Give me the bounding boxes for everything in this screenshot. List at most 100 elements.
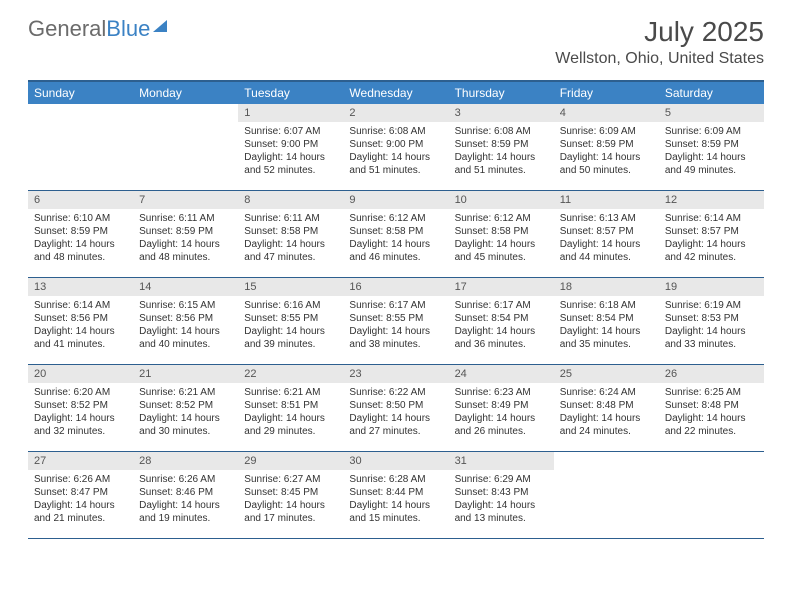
day-number: 31 bbox=[449, 452, 554, 470]
day-cell: 22Sunrise: 6:21 AMSunset: 8:51 PMDayligh… bbox=[238, 365, 343, 451]
day-number: 24 bbox=[449, 365, 554, 383]
day-info: Sunrise: 6:21 AMSunset: 8:51 PMDaylight:… bbox=[238, 383, 343, 444]
sunrise-text: Sunrise: 6:19 AM bbox=[665, 299, 758, 312]
day-info: Sunrise: 6:26 AMSunset: 8:46 PMDaylight:… bbox=[133, 470, 238, 531]
sunrise-text: Sunrise: 6:21 AM bbox=[139, 386, 232, 399]
daylight-text: Daylight: 14 hours and 38 minutes. bbox=[349, 325, 442, 351]
sunrise-text: Sunrise: 6:11 AM bbox=[139, 212, 232, 225]
sunset-text: Sunset: 8:59 PM bbox=[34, 225, 127, 238]
daylight-text: Daylight: 14 hours and 35 minutes. bbox=[560, 325, 653, 351]
day-info: Sunrise: 6:21 AMSunset: 8:52 PMDaylight:… bbox=[133, 383, 238, 444]
empty-cell bbox=[659, 452, 764, 538]
daylight-text: Daylight: 14 hours and 32 minutes. bbox=[34, 412, 127, 438]
day-info: Sunrise: 6:12 AMSunset: 8:58 PMDaylight:… bbox=[449, 209, 554, 270]
day-cell: 12Sunrise: 6:14 AMSunset: 8:57 PMDayligh… bbox=[659, 191, 764, 277]
day-cell: 25Sunrise: 6:24 AMSunset: 8:48 PMDayligh… bbox=[554, 365, 659, 451]
day-info: Sunrise: 6:17 AMSunset: 8:55 PMDaylight:… bbox=[343, 296, 448, 357]
day-number: 5 bbox=[659, 104, 764, 122]
day-info: Sunrise: 6:27 AMSunset: 8:45 PMDaylight:… bbox=[238, 470, 343, 531]
day-number: 14 bbox=[133, 278, 238, 296]
sunset-text: Sunset: 9:00 PM bbox=[244, 138, 337, 151]
day-number: 23 bbox=[343, 365, 448, 383]
day-info: Sunrise: 6:17 AMSunset: 8:54 PMDaylight:… bbox=[449, 296, 554, 357]
day-cell: 27Sunrise: 6:26 AMSunset: 8:47 PMDayligh… bbox=[28, 452, 133, 538]
day-info: Sunrise: 6:11 AMSunset: 8:59 PMDaylight:… bbox=[133, 209, 238, 270]
sunrise-text: Sunrise: 6:27 AM bbox=[244, 473, 337, 486]
sunset-text: Sunset: 8:56 PM bbox=[34, 312, 127, 325]
daylight-text: Daylight: 14 hours and 13 minutes. bbox=[455, 499, 548, 525]
sunset-text: Sunset: 8:59 PM bbox=[139, 225, 232, 238]
day-cell: 28Sunrise: 6:26 AMSunset: 8:46 PMDayligh… bbox=[133, 452, 238, 538]
sunrise-text: Sunrise: 6:23 AM bbox=[455, 386, 548, 399]
day-number: 16 bbox=[343, 278, 448, 296]
sunset-text: Sunset: 8:58 PM bbox=[349, 225, 442, 238]
empty-cell bbox=[554, 452, 659, 538]
sunrise-text: Sunrise: 6:22 AM bbox=[349, 386, 442, 399]
sunrise-text: Sunrise: 6:13 AM bbox=[560, 212, 653, 225]
daylight-text: Daylight: 14 hours and 48 minutes. bbox=[34, 238, 127, 264]
sunrise-text: Sunrise: 6:11 AM bbox=[244, 212, 337, 225]
sunset-text: Sunset: 8:50 PM bbox=[349, 399, 442, 412]
day-number: 9 bbox=[343, 191, 448, 209]
daylight-text: Daylight: 14 hours and 51 minutes. bbox=[349, 151, 442, 177]
daylight-text: Daylight: 14 hours and 49 minutes. bbox=[665, 151, 758, 177]
sunset-text: Sunset: 8:51 PM bbox=[244, 399, 337, 412]
day-cell: 13Sunrise: 6:14 AMSunset: 8:56 PMDayligh… bbox=[28, 278, 133, 364]
sunrise-text: Sunrise: 6:14 AM bbox=[34, 299, 127, 312]
day-number: 22 bbox=[238, 365, 343, 383]
sunset-text: Sunset: 8:43 PM bbox=[455, 486, 548, 499]
title-block: July 2025 Wellston, Ohio, United States bbox=[555, 16, 764, 68]
brand-text: GeneralBlue bbox=[28, 16, 150, 42]
daylight-text: Daylight: 14 hours and 21 minutes. bbox=[34, 499, 127, 525]
day-info: Sunrise: 6:14 AMSunset: 8:57 PMDaylight:… bbox=[659, 209, 764, 270]
day-number: 28 bbox=[133, 452, 238, 470]
day-info: Sunrise: 6:15 AMSunset: 8:56 PMDaylight:… bbox=[133, 296, 238, 357]
sunset-text: Sunset: 8:59 PM bbox=[665, 138, 758, 151]
daylight-text: Daylight: 14 hours and 26 minutes. bbox=[455, 412, 548, 438]
day-number: 15 bbox=[238, 278, 343, 296]
day-cell: 4Sunrise: 6:09 AMSunset: 8:59 PMDaylight… bbox=[554, 104, 659, 190]
sunset-text: Sunset: 8:54 PM bbox=[560, 312, 653, 325]
sunset-text: Sunset: 8:58 PM bbox=[455, 225, 548, 238]
sunrise-text: Sunrise: 6:20 AM bbox=[34, 386, 127, 399]
day-number: 2 bbox=[343, 104, 448, 122]
day-info: Sunrise: 6:12 AMSunset: 8:58 PMDaylight:… bbox=[343, 209, 448, 270]
day-cell: 19Sunrise: 6:19 AMSunset: 8:53 PMDayligh… bbox=[659, 278, 764, 364]
day-number: 21 bbox=[133, 365, 238, 383]
day-cell: 20Sunrise: 6:20 AMSunset: 8:52 PMDayligh… bbox=[28, 365, 133, 451]
day-number: 30 bbox=[343, 452, 448, 470]
sunset-text: Sunset: 8:52 PM bbox=[34, 399, 127, 412]
daylight-text: Daylight: 14 hours and 41 minutes. bbox=[34, 325, 127, 351]
sunrise-text: Sunrise: 6:21 AM bbox=[244, 386, 337, 399]
sunrise-text: Sunrise: 6:26 AM bbox=[139, 473, 232, 486]
sunrise-text: Sunrise: 6:25 AM bbox=[665, 386, 758, 399]
day-cell: 2Sunrise: 6:08 AMSunset: 9:00 PMDaylight… bbox=[343, 104, 448, 190]
day-info: Sunrise: 6:07 AMSunset: 9:00 PMDaylight:… bbox=[238, 122, 343, 183]
daylight-text: Daylight: 14 hours and 47 minutes. bbox=[244, 238, 337, 264]
weekday-header: Monday bbox=[133, 82, 238, 104]
brand-part2: Blue bbox=[106, 16, 150, 41]
sunrise-text: Sunrise: 6:28 AM bbox=[349, 473, 442, 486]
sunset-text: Sunset: 8:59 PM bbox=[455, 138, 548, 151]
sunset-text: Sunset: 8:46 PM bbox=[139, 486, 232, 499]
sunrise-text: Sunrise: 6:16 AM bbox=[244, 299, 337, 312]
sunset-text: Sunset: 8:58 PM bbox=[244, 225, 337, 238]
sunrise-text: Sunrise: 6:15 AM bbox=[139, 299, 232, 312]
calendar-grid: SundayMondayTuesdayWednesdayThursdayFrid… bbox=[28, 80, 764, 539]
daylight-text: Daylight: 14 hours and 40 minutes. bbox=[139, 325, 232, 351]
daylight-text: Daylight: 14 hours and 39 minutes. bbox=[244, 325, 337, 351]
empty-cell bbox=[28, 104, 133, 190]
sunrise-text: Sunrise: 6:09 AM bbox=[560, 125, 653, 138]
day-info: Sunrise: 6:16 AMSunset: 8:55 PMDaylight:… bbox=[238, 296, 343, 357]
daylight-text: Daylight: 14 hours and 17 minutes. bbox=[244, 499, 337, 525]
day-info: Sunrise: 6:14 AMSunset: 8:56 PMDaylight:… bbox=[28, 296, 133, 357]
day-number: 8 bbox=[238, 191, 343, 209]
day-cell: 11Sunrise: 6:13 AMSunset: 8:57 PMDayligh… bbox=[554, 191, 659, 277]
brand-part1: General bbox=[28, 16, 106, 41]
daylight-text: Daylight: 14 hours and 33 minutes. bbox=[665, 325, 758, 351]
daylight-text: Daylight: 14 hours and 36 minutes. bbox=[455, 325, 548, 351]
day-number: 1 bbox=[238, 104, 343, 122]
sunset-text: Sunset: 8:56 PM bbox=[139, 312, 232, 325]
daylight-text: Daylight: 14 hours and 51 minutes. bbox=[455, 151, 548, 177]
day-cell: 24Sunrise: 6:23 AMSunset: 8:49 PMDayligh… bbox=[449, 365, 554, 451]
